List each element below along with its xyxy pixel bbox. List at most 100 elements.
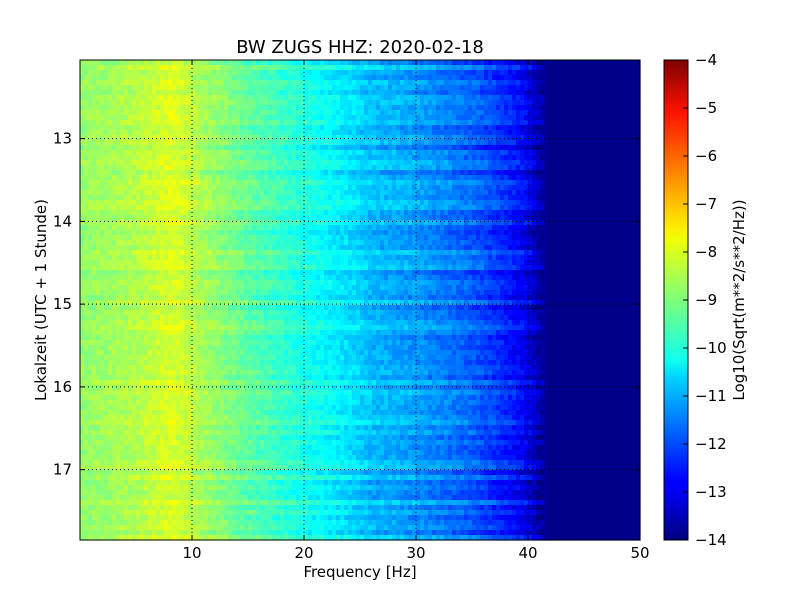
heatmap-cell (560, 230, 565, 236)
heatmap-cell (116, 95, 121, 101)
heatmap-cell (508, 115, 513, 121)
heatmap-cell (444, 200, 449, 206)
heatmap-cell (532, 210, 537, 216)
heatmap-cell (604, 120, 609, 126)
heatmap-cell (220, 195, 225, 201)
heatmap-cell (464, 95, 469, 101)
heatmap-cell (468, 95, 473, 101)
heatmap-cell (628, 115, 633, 121)
heatmap-cell (488, 60, 493, 66)
heatmap-cell (192, 65, 197, 71)
heatmap-cell (484, 75, 489, 81)
heatmap-cell (608, 110, 613, 116)
heatmap-cell (516, 165, 521, 171)
heatmap-cell (448, 145, 453, 151)
heatmap-cell (88, 205, 93, 211)
heatmap-cell (232, 185, 237, 191)
heatmap-cell (168, 225, 173, 231)
heatmap-cell (468, 175, 473, 181)
heatmap-cell (536, 60, 541, 66)
heatmap-cell (416, 90, 421, 96)
heatmap-cell (360, 115, 365, 121)
heatmap-cell (580, 170, 585, 176)
heatmap-cell (80, 180, 85, 186)
heatmap-cell (128, 220, 133, 226)
heatmap-cell (452, 210, 457, 216)
heatmap-cell (228, 105, 233, 111)
heatmap-cell (228, 110, 233, 116)
heatmap-cell (308, 205, 313, 211)
heatmap-cell (216, 135, 221, 141)
heatmap-cell (316, 230, 321, 236)
heatmap-cell (624, 95, 629, 101)
heatmap-cell (564, 225, 569, 231)
heatmap-cell (188, 85, 193, 91)
heatmap-cell (440, 230, 445, 236)
heatmap-cell (620, 85, 625, 91)
heatmap-cell (504, 80, 509, 86)
heatmap-cell (236, 190, 241, 196)
heatmap-cell (400, 225, 405, 231)
heatmap-cell (512, 170, 517, 176)
heatmap-cell (292, 90, 297, 96)
heatmap-cell (276, 160, 281, 166)
heatmap-cell (356, 130, 361, 136)
heatmap-cell (276, 165, 281, 171)
heatmap-cell (324, 70, 329, 76)
heatmap-cell (580, 195, 585, 201)
heatmap-cell (324, 130, 329, 136)
heatmap-cell (320, 125, 325, 131)
heatmap-cell (208, 130, 213, 136)
heatmap-cell (176, 95, 181, 101)
heatmap-cell (344, 80, 349, 86)
heatmap-cell (444, 145, 449, 151)
heatmap-cell (200, 215, 205, 221)
heatmap-cell (492, 110, 497, 116)
heatmap-cell (116, 140, 121, 146)
heatmap-cell (368, 225, 373, 231)
heatmap-cell (80, 215, 85, 221)
heatmap-cell (200, 225, 205, 231)
heatmap-cell (292, 80, 297, 86)
heatmap-cell (152, 160, 157, 166)
heatmap-cell (456, 205, 461, 211)
heatmap-cell (284, 160, 289, 166)
heatmap-cell (348, 85, 353, 91)
heatmap-cell (476, 160, 481, 166)
heatmap-cell (148, 205, 153, 211)
heatmap-cell (568, 230, 573, 236)
heatmap-cell (120, 190, 125, 196)
heatmap-cell (188, 75, 193, 81)
heatmap-cell (168, 70, 173, 76)
heatmap-cell (140, 195, 145, 201)
heatmap-cell (456, 160, 461, 166)
heatmap-cell (196, 155, 201, 161)
heatmap-cell (152, 110, 157, 116)
heatmap-cell (492, 80, 497, 86)
heatmap-cell (172, 85, 177, 91)
heatmap-cell (424, 220, 429, 226)
heatmap-cell (104, 160, 109, 166)
heatmap-cell (200, 175, 205, 181)
heatmap-cell (200, 115, 205, 121)
heatmap-cell (572, 145, 577, 151)
heatmap-cell (208, 160, 213, 166)
heatmap-cell (520, 110, 525, 116)
heatmap-cell (212, 110, 217, 116)
heatmap-cell (384, 145, 389, 151)
heatmap-cell (344, 165, 349, 171)
heatmap-cell (484, 180, 489, 186)
heatmap-cell (440, 75, 445, 81)
heatmap-cell (176, 65, 181, 71)
heatmap-cell (620, 220, 625, 226)
heatmap-cell (280, 140, 285, 146)
heatmap-cell (108, 165, 113, 171)
heatmap-cell (372, 200, 377, 206)
heatmap-cell (160, 230, 165, 236)
heatmap-cell (264, 85, 269, 91)
heatmap-cell (572, 75, 577, 81)
heatmap-cell (112, 105, 117, 111)
heatmap-cell (376, 145, 381, 151)
heatmap-cell (628, 225, 633, 231)
heatmap-cell (168, 120, 173, 126)
